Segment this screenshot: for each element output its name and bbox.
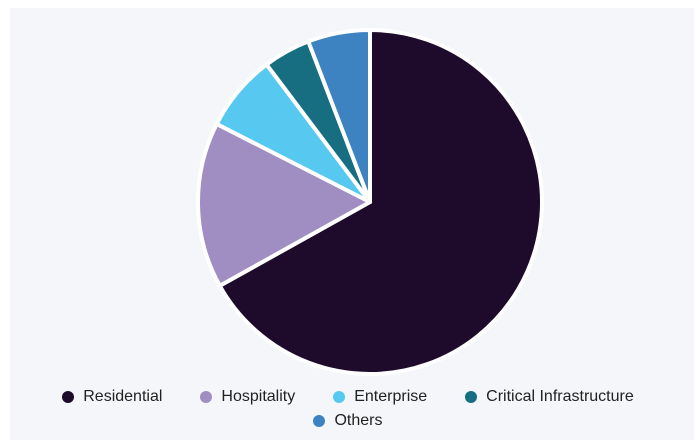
legend-label: Hospitality xyxy=(221,388,296,405)
pie-slice-residential xyxy=(217,28,544,376)
legend-item-others: Others xyxy=(313,409,383,433)
legend-label: Enterprise xyxy=(354,388,428,405)
pie-slice-others xyxy=(306,28,372,204)
legend-item-residential: Residential xyxy=(62,385,162,409)
pie-slice-hospitality xyxy=(196,121,372,288)
legend-swatch xyxy=(62,391,75,403)
legend-item-enterprise: Enterprise xyxy=(333,385,427,409)
legend-swatch xyxy=(465,391,478,403)
legend-item-critical-infrastructure: Critical Infrastructure xyxy=(465,385,634,409)
legend-row: Others xyxy=(0,409,696,433)
legend-swatch xyxy=(200,391,213,403)
legend: Residential Hospitality Enterprise Critical… xyxy=(0,385,696,433)
legend-label: Critical Infrastructure xyxy=(486,388,634,405)
legend-swatch xyxy=(333,391,346,403)
legend-label: Others xyxy=(334,412,383,429)
legend-label: Residential xyxy=(83,388,163,405)
legend-row: Residential Hospitality Enterprise Critical… xyxy=(0,385,696,409)
legend-swatch xyxy=(313,415,326,427)
legend-item-hospitality: Hospitality xyxy=(200,385,295,409)
pie-slices xyxy=(196,28,544,376)
